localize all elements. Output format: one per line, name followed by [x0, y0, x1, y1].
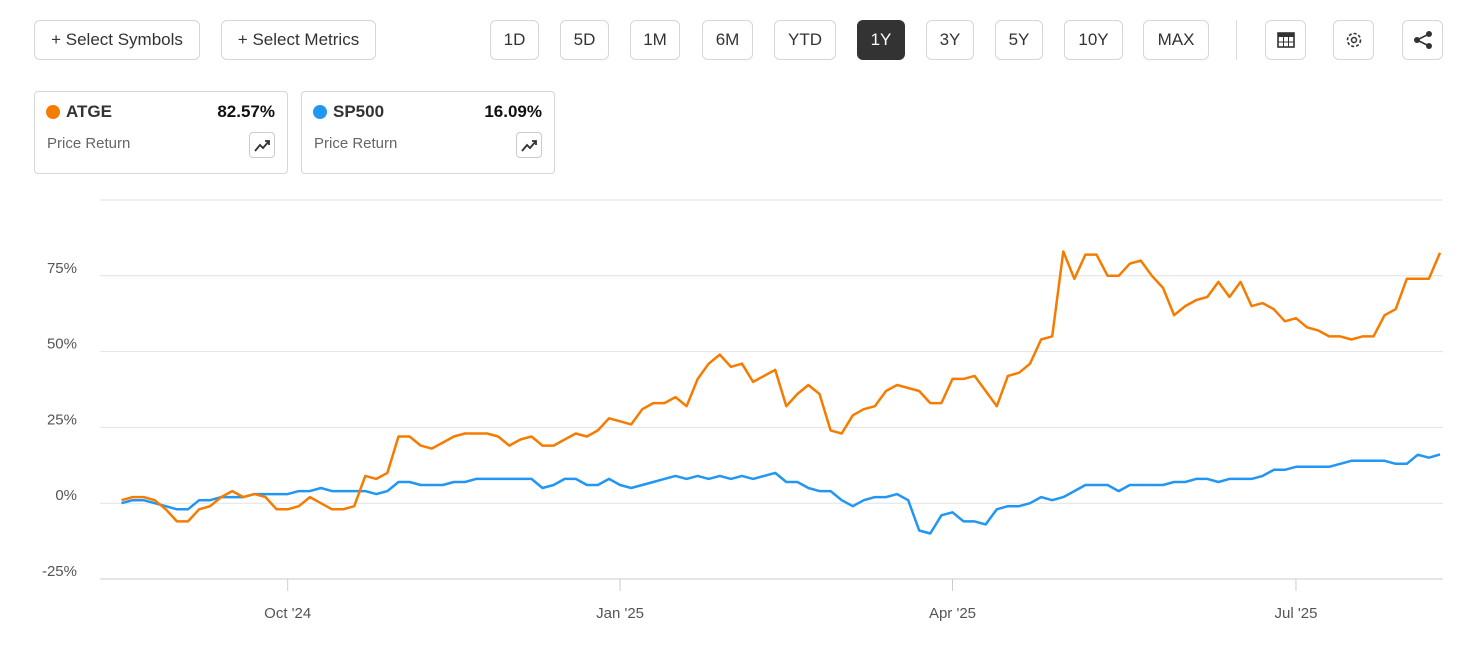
table-button[interactable] [1265, 20, 1306, 60]
table-icon [1276, 32, 1295, 48]
separator [1236, 20, 1237, 60]
select-metrics[interactable]: + Select Metrics [221, 20, 376, 60]
trend-icon [254, 140, 270, 152]
share-button[interactable] [1402, 20, 1443, 60]
legend-card: ATGE 82.57% Price Return [34, 91, 288, 174]
y-tick-label: 75% [47, 260, 77, 277]
y-tick-label: 25% [47, 411, 77, 428]
legend-dot [46, 105, 60, 119]
range-button[interactable]: 3Y [926, 20, 974, 60]
range-button[interactable]: 5Y [995, 20, 1043, 60]
range-button[interactable]: 1M [630, 20, 680, 60]
y-tick-label: 50% [47, 336, 77, 353]
legend-metric: Price Return [47, 135, 131, 152]
chart-type-button[interactable] [249, 132, 275, 158]
settings-icon [1346, 32, 1361, 48]
legend-summary: 16.09% [484, 102, 542, 121]
range-button[interactable]: 5D [560, 20, 609, 60]
y-tick-label: 0% [55, 487, 77, 504]
chart-type-button[interactable] [516, 132, 542, 158]
x-tick-label: Jul '25 [1275, 605, 1318, 622]
series-line [121, 453, 1441, 535]
y-tick-label: -25% [42, 563, 77, 580]
legend-card: SP500 16.09% Price Return [301, 91, 555, 174]
range-button[interactable]: 10Y [1064, 20, 1123, 60]
trend-icon [521, 140, 537, 152]
range-button[interactable]: 1D [490, 20, 539, 60]
series-line [121, 250, 1442, 523]
legend-metric: Price Return [314, 135, 398, 152]
x-tick-label: Apr '25 [929, 605, 976, 622]
range-button[interactable]: YTD [774, 20, 836, 60]
share-icon [1413, 31, 1432, 49]
legend-name: ATGE [66, 102, 112, 121]
legend-name: SP500 [333, 102, 385, 121]
legend-dot [313, 105, 327, 119]
legend-summary: 82.57% [217, 102, 275, 121]
x-tick-label: Oct '24 [264, 605, 311, 622]
range-button[interactable]: MAX [1143, 20, 1209, 60]
select-symbols[interactable]: + Select Symbols [34, 20, 200, 60]
x-tick-label: Jan '25 [596, 605, 644, 622]
settings-button[interactable] [1333, 20, 1374, 60]
range-button[interactable]: 6M [702, 20, 753, 60]
range-button[interactable]: 1Y [857, 20, 905, 60]
